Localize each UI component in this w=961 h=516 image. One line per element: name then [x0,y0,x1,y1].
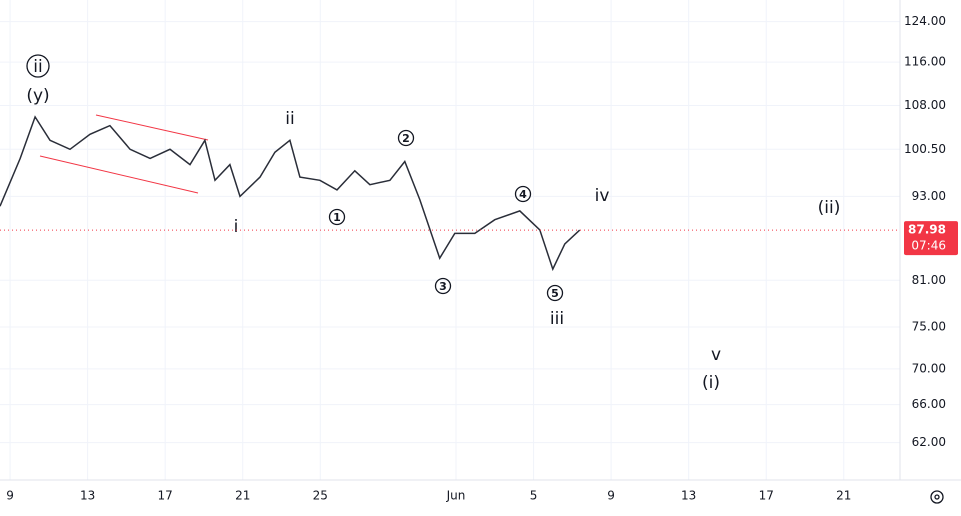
channel-line [39,155,199,194]
wave-label: iii [550,309,564,329]
x-tick-label: 25 [313,489,328,503]
wave-circle [514,185,532,203]
price-tag [904,221,958,256]
wave-circle [397,129,415,147]
y-tick-label: 70.00 [912,361,946,375]
wave-label: (i) [702,373,720,393]
settings-bg[interactable] [924,486,950,508]
wave-label: iv [595,186,610,206]
wave-label: (ii) [818,198,841,218]
x-tick-label: 9 [6,489,14,503]
wave-label: 1 [333,211,341,224]
wave-label: i [234,217,239,237]
x-tick-label: 9 [607,489,615,503]
y-tick-label: 75.00 [912,320,946,334]
price-tag-value: 87.98 [908,223,946,237]
y-tick-label: 100.50 [904,142,946,156]
y-tick-label: 66.00 [912,397,946,411]
wave-label: 2 [402,132,410,145]
wave-circle [546,284,564,302]
channel-line [95,114,209,141]
wave-circle [328,208,346,226]
y-tick-label: 81.00 [912,273,946,287]
x-tick-label: Jun [446,489,466,503]
wave-label: 3 [439,280,447,293]
y-tick-label: 62.00 [912,435,946,449]
wave-label: 5 [551,287,559,300]
wave-circle [26,54,50,78]
settings-button[interactable] [924,486,950,508]
wave-label: (y) [26,86,49,106]
wave-circle [434,277,452,295]
price-tag-countdown: 07:46 [911,239,946,253]
y-tick-label: 93.00 [912,189,946,203]
wave-label: ii [33,57,42,77]
y-tick-label: 108.00 [904,98,946,112]
price-line [0,115,581,272]
wave-label: ii [285,109,294,129]
x-tick-label: 13 [681,489,696,503]
wave-label: 4 [519,188,527,201]
x-tick-label: 21 [836,489,851,503]
y-tick-label: 124.00 [904,14,946,28]
x-tick-label: 17 [158,489,173,503]
settings-icon[interactable] [930,490,944,504]
x-tick-label: 13 [80,489,95,503]
y-tick-label: 116.00 [904,55,946,69]
x-tick-label: 5 [530,489,538,503]
settings-icon-core[interactable] [934,494,940,500]
x-tick-label: 21 [235,489,250,503]
x-tick-label: 17 [759,489,774,503]
wave-label: v [711,345,721,365]
